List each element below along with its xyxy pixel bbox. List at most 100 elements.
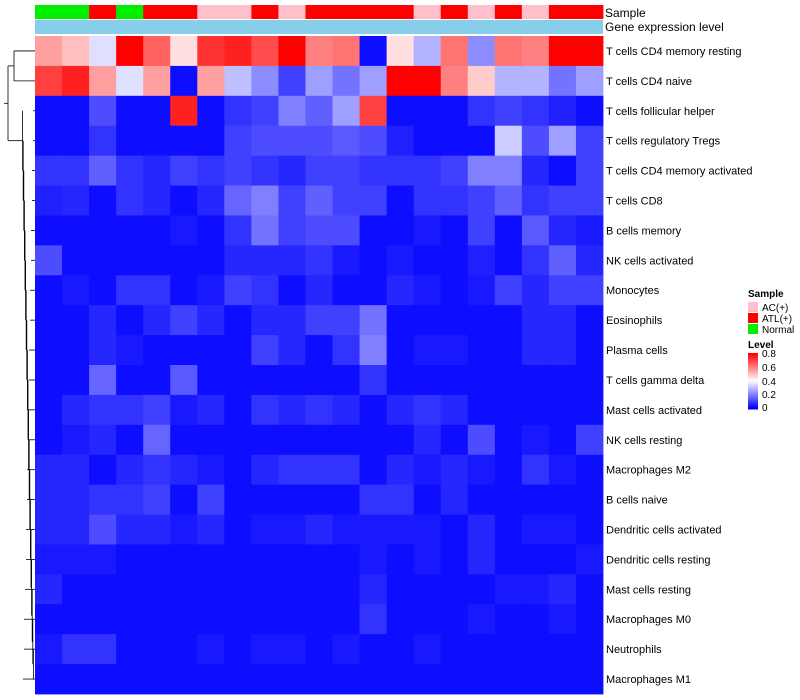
heatmap-cell <box>116 514 144 545</box>
heatmap-cell <box>197 215 225 246</box>
heatmap-cell <box>35 394 63 426</box>
legend-level-step <box>748 392 758 395</box>
heatmap-cell <box>467 514 496 545</box>
heatmap-cell <box>521 514 550 545</box>
legend-level-step <box>748 407 758 410</box>
heatmap-cell <box>305 454 333 486</box>
heatmap-cell <box>62 365 90 396</box>
heatmap-cell <box>116 604 144 635</box>
heatmap-cell <box>332 335 360 366</box>
heatmap-cell <box>386 95 415 127</box>
heatmap-cell <box>305 365 333 396</box>
heatmap-cell <box>494 125 523 157</box>
annotation-label-gene-level: Gene expression level <box>605 20 724 34</box>
legend-swatch-normal <box>748 324 758 334</box>
heatmap-cell <box>116 424 144 456</box>
heatmap-cell <box>575 574 604 605</box>
heatmap-cell <box>251 365 279 396</box>
heatmap-cell <box>521 305 550 336</box>
legend-level-colorbar <box>748 353 758 410</box>
heatmap-cell <box>305 335 333 366</box>
row-labels: T cells CD4 memory resting T cells CD4 na… <box>606 46 753 686</box>
heatmap-cell <box>413 664 442 695</box>
heatmap-cell <box>548 305 577 336</box>
heatmap-cell <box>386 36 415 67</box>
heatmap-cell <box>143 185 171 216</box>
heatmap-cell <box>386 155 415 186</box>
heatmap-cell <box>35 125 63 157</box>
heatmap-cell <box>413 185 442 216</box>
heatmap-cell <box>305 65 333 97</box>
heatmap-cell <box>548 394 577 426</box>
heatmap-cell <box>494 484 523 515</box>
legend-level-step <box>748 382 758 385</box>
heatmap-cell <box>143 155 171 186</box>
heatmap-cell <box>440 95 469 127</box>
heatmap-cell <box>440 544 469 575</box>
heatmap-cell <box>89 634 117 665</box>
heatmap-cell <box>440 394 469 426</box>
heatmap-cell <box>251 424 279 456</box>
annotation-label-sample: Sample <box>605 6 646 20</box>
heatmap-cell <box>440 664 469 695</box>
heatmap-cell <box>116 454 144 486</box>
heatmap-cell <box>35 664 63 695</box>
heatmap-cell <box>197 65 225 97</box>
heatmap-cell <box>359 664 388 695</box>
heatmap-cell <box>575 544 604 575</box>
legend-level-step <box>748 372 758 375</box>
heatmap-cell <box>359 155 388 186</box>
heatmap-cell <box>521 454 550 486</box>
heatmap-cell <box>413 335 442 366</box>
heatmap-cell <box>251 394 279 426</box>
heatmap-cell <box>359 484 388 515</box>
heatmap-cell <box>467 215 496 246</box>
heatmap-cell <box>170 424 198 456</box>
heatmap-cell <box>494 514 523 545</box>
heatmap-cell <box>467 664 496 695</box>
heatmap-cell <box>359 634 388 665</box>
heatmap-cell <box>170 664 198 695</box>
heatmap-cell <box>251 484 279 515</box>
heatmap-cell <box>548 424 577 456</box>
heatmap-cell <box>305 245 333 276</box>
heatmap-cell <box>116 215 144 246</box>
heatmap-cell <box>251 155 279 186</box>
heatmap-cell <box>251 185 279 216</box>
heatmap-cell <box>89 275 117 306</box>
heatmap-cell <box>359 544 388 575</box>
heatmap-cell <box>278 215 306 246</box>
heatmap-cell <box>143 125 171 157</box>
heatmap-cell <box>62 424 90 456</box>
sample-annotation-cell <box>413 5 442 19</box>
heatmap-cell <box>170 454 198 486</box>
heatmap-cell <box>494 305 523 336</box>
heatmap-cell <box>332 155 360 186</box>
heatmap-cell <box>143 365 171 396</box>
legend-level-step <box>748 389 758 392</box>
legend-level-step <box>748 368 758 371</box>
heatmap-cell <box>224 544 252 575</box>
heatmap-cell <box>143 215 171 246</box>
heatmap-cell <box>386 305 415 336</box>
heatmap-cell <box>143 305 171 336</box>
heatmap-cell <box>386 604 415 635</box>
heatmap-cell <box>386 65 415 97</box>
heatmap-cell <box>62 95 90 127</box>
heatmap-cell <box>575 514 604 545</box>
legend-level-tick-0: 0 <box>762 403 768 414</box>
heatmap-cell <box>332 634 360 665</box>
heatmap-cell <box>35 245 63 276</box>
heatmap-cell <box>278 155 306 186</box>
heatmap-cell <box>89 185 117 216</box>
heatmap-cell <box>467 394 496 426</box>
heatmap-cell <box>89 484 117 515</box>
heatmap-cell <box>575 95 604 127</box>
legend-level-step <box>748 406 758 409</box>
heatmap-cell <box>224 215 252 246</box>
heatmap-cell <box>413 454 442 486</box>
heatmap-cell <box>413 65 442 97</box>
heatmap-cell <box>467 424 496 456</box>
legend-level-step <box>748 378 758 381</box>
